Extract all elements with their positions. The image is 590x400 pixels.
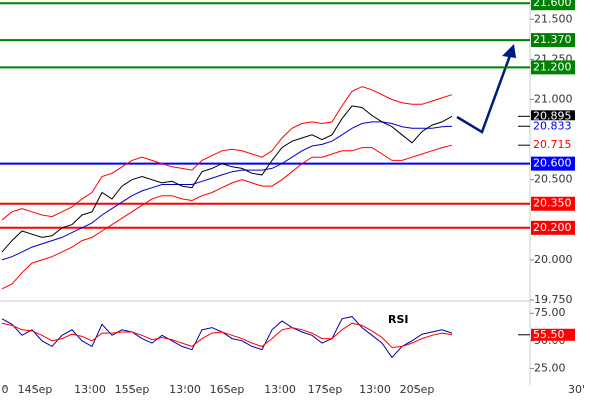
x-tick-label: 15Sep	[115, 383, 150, 396]
level-label: 20.350	[533, 197, 572, 210]
price-label-box	[531, 328, 575, 341]
x-tick-label: 0	[2, 383, 9, 396]
level-label: 21.200	[533, 60, 572, 73]
level-label-box	[531, 60, 575, 75]
series-line	[1, 121, 453, 261]
x-tick-label: 14Sep	[18, 383, 53, 396]
y-tick-label: 21.000	[534, 92, 573, 105]
arrow-head	[502, 44, 516, 58]
level-label-box	[531, 196, 575, 211]
level-label-box	[531, 0, 575, 11]
x-tick-label: 13:00	[169, 383, 201, 396]
y-tick-label: 21.500	[534, 12, 573, 25]
level-label: 20.600	[533, 157, 572, 170]
x-tick-label: 17Sep	[308, 383, 343, 396]
price-label: 55.50	[533, 328, 565, 341]
price-label-box	[531, 110, 575, 123]
x-tick-label: 13:00	[359, 383, 391, 396]
level-label: 21.600	[533, 0, 572, 9]
level-label-box	[531, 156, 575, 171]
price-label: 20.895	[533, 109, 572, 122]
y-tick-label: 19.750	[534, 293, 573, 306]
price-label-box	[531, 139, 575, 152]
x-tick-label: 13:00	[264, 383, 296, 396]
x-tick-label: 13:00	[74, 383, 106, 396]
y-tick-label: 20.500	[534, 173, 573, 186]
x-tick-label: 16Sep	[210, 383, 245, 396]
level-label: 20.200	[533, 221, 572, 234]
level-label-box	[531, 220, 575, 235]
series-line	[1, 105, 453, 253]
price-label-box	[531, 120, 575, 133]
price-label: 20.833	[533, 119, 572, 132]
y-tick-label: 20.000	[534, 253, 573, 266]
level-label: 21.370	[533, 33, 572, 46]
y-tick-label: 75.00	[534, 306, 566, 319]
series-line	[1, 316, 453, 359]
panel-title: RSI	[388, 313, 409, 326]
series-line	[1, 86, 453, 221]
y-tick-label: 25.00	[534, 361, 566, 374]
price-label: 20.715	[533, 138, 572, 151]
level-label-box	[531, 33, 575, 48]
x-tick-label: 20Sep	[400, 383, 435, 396]
series-line	[1, 322, 453, 349]
series-line	[1, 144, 453, 290]
timeframe: 30'	[568, 383, 585, 396]
forecast-arrow	[456, 49, 514, 134]
